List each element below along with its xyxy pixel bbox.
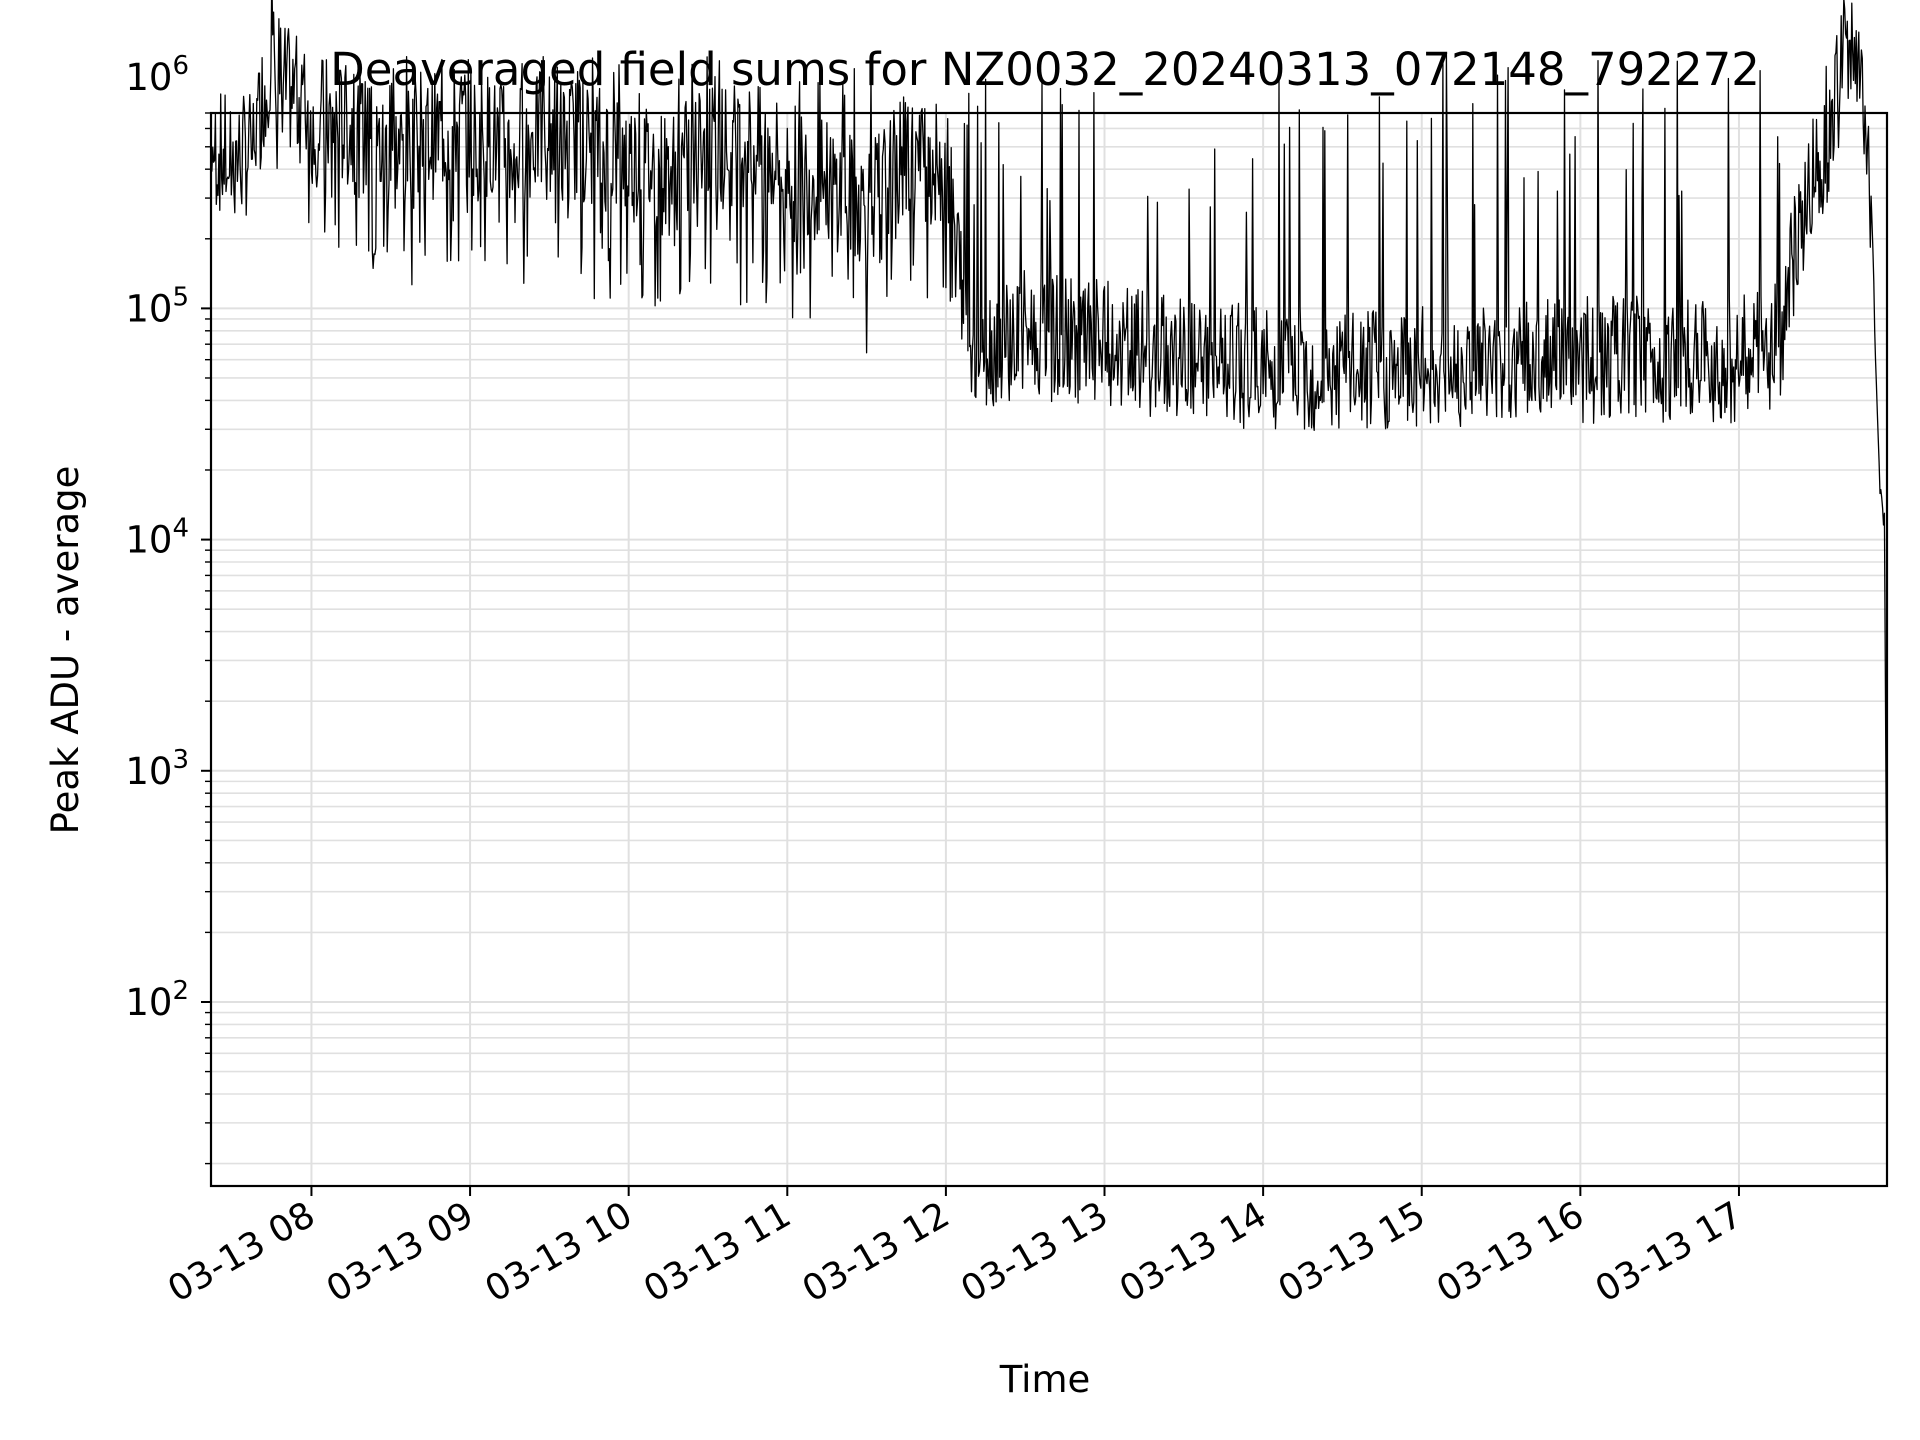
y-axis: 102 103 104 105 106 <box>125 51 211 1165</box>
chart-title: Deaveraged field sums for NZ0032_2024031… <box>330 43 1760 96</box>
y-tick-label: 102 <box>125 976 189 1024</box>
y-tick-label: 106 <box>125 51 189 99</box>
y-tick-label: 104 <box>125 514 189 562</box>
y-axis-label: Peak ADU - average <box>44 466 87 835</box>
y-tick-label: 105 <box>125 282 189 330</box>
series-line <box>210 0 1888 933</box>
x-axis-label: Time <box>999 1358 1091 1401</box>
y-tick-label: 103 <box>125 745 189 793</box>
plot-area-frame <box>209 111 1889 1188</box>
grid <box>211 112 1887 1186</box>
